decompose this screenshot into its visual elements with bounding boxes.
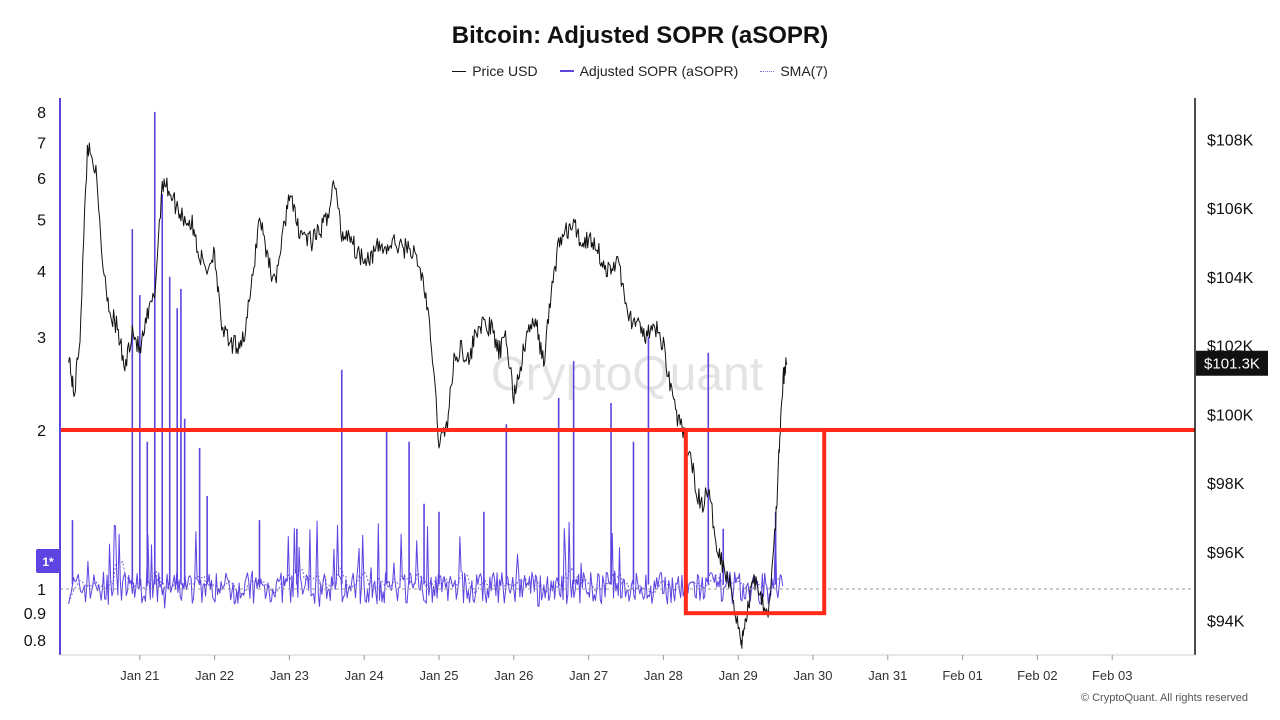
y-right-tick-label: $108K	[1207, 132, 1254, 149]
y-left-tick-label: 4	[37, 264, 46, 281]
y-right-tick-label: $104K	[1207, 270, 1254, 287]
watermark-text: CryptoQuant	[491, 348, 763, 401]
y-left-tick-label: 0.9	[24, 606, 46, 623]
x-tick-label: Jan 21	[120, 668, 159, 683]
y-right-tick-label: $96K	[1207, 545, 1245, 562]
x-tick-label: Jan 26	[494, 668, 533, 683]
x-tick-label: Jan 30	[793, 668, 832, 683]
x-tick-label: Feb 01	[942, 668, 982, 683]
sma-layer	[68, 560, 783, 603]
y-left-tick-label: 6	[37, 171, 46, 188]
y-right-tick-label: $106K	[1207, 201, 1254, 218]
y-right-tick-label: $94K	[1207, 614, 1245, 631]
y-left-tick-label: 8	[37, 105, 46, 122]
current-price-badge	[1196, 350, 1268, 376]
x-tick-label: Jan 28	[644, 668, 683, 683]
annotation-layer	[60, 427, 1195, 616]
legend-item-price[interactable]: Price USD	[452, 63, 538, 79]
y-right-tick-label: $98K	[1207, 476, 1245, 493]
x-tick-label: Feb 02	[1017, 668, 1057, 683]
legend-swatch-sma	[760, 70, 775, 72]
y-left-tick-label: 7	[37, 136, 46, 153]
legend-item-asopr[interactable]: Adjusted SOPR (aSOPR)	[559, 63, 739, 79]
x-tick-label: Jan 23	[270, 668, 309, 683]
x-tick-label: Jan 22	[195, 668, 234, 683]
axes-layer: 876543210.90.81*$108K$106K$104K$102K$100…	[24, 98, 1268, 683]
asopr-line	[68, 520, 784, 609]
legend-swatch-asopr	[559, 70, 574, 72]
x-tick-label: Jan 31	[868, 668, 907, 683]
legend-swatch-price	[452, 70, 467, 72]
legend-item-sma[interactable]: SMA(7)	[760, 63, 828, 79]
y-left-tick-label: 1	[37, 582, 46, 599]
sma-line	[68, 560, 783, 603]
y-left-marker-label: 1*	[42, 555, 54, 569]
x-tick-label: Feb 03	[1092, 668, 1132, 683]
price-layer	[68, 142, 788, 649]
y-left-tick-label: 3	[37, 330, 46, 347]
highlight-box	[683, 427, 827, 616]
chart-title: Bitcoin: Adjusted SOPR (aSOPR)	[451, 22, 829, 49]
x-tick-label: Jan 27	[569, 668, 608, 683]
legend-label-sma: SMA(7)	[780, 63, 828, 79]
legend-label-asopr: Adjusted SOPR (aSOPR)	[579, 63, 739, 79]
y-left-marker-badge	[36, 548, 60, 573]
y-left-tick-label: 2	[37, 423, 46, 440]
y-left-tick-label: 0.8	[24, 633, 46, 650]
y-right-tick-label: $100K	[1207, 407, 1254, 424]
current-price-label: $101.3K	[1204, 356, 1260, 373]
copyright-footer: © CryptoQuant. All rights reserved	[1080, 692, 1248, 704]
x-tick-label: Jan 29	[719, 668, 758, 683]
x-tick-label: Jan 24	[345, 668, 384, 683]
x-tick-label: Jan 25	[419, 668, 458, 683]
legend-label-price: Price USD	[472, 63, 538, 79]
chart-legend: Price USD Adjusted SOPR (aSOPR) SMA(7)	[0, 63, 1280, 79]
y-left-tick-label: 5	[37, 213, 46, 230]
price-line	[68, 142, 788, 649]
